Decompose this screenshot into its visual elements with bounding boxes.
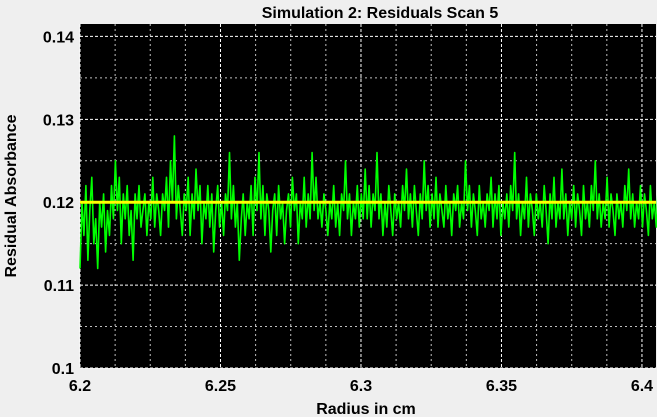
x-axis-title: Radius in cm — [316, 401, 416, 417]
y-tick-label: 0.12 — [43, 195, 74, 212]
x-tick-label: 6.2 — [69, 378, 91, 395]
x-tick-label: 6.3 — [350, 378, 372, 395]
x-tick-label: 6.4 — [631, 378, 653, 395]
y-axis-title: Residual Absorbance — [3, 114, 20, 277]
y-tick-label: 0.14 — [43, 29, 74, 46]
residuals-series-line — [79, 135, 657, 270]
x-tick-label: 6.25 — [205, 378, 236, 395]
series-layer — [79, 135, 657, 270]
y-tick-label: 0.1 — [52, 361, 74, 378]
y-tick-label: 0.13 — [43, 112, 74, 129]
tick-labels: 6.2 6.25 6.3 6.35 6.4 0.1 0.11 0.12 0.13 0.14 — [43, 29, 653, 395]
grid — [79, 24, 656, 369]
chart-title: Simulation 2: Residuals Scan 5 — [262, 5, 499, 22]
x-tick-label: 6.35 — [486, 378, 517, 395]
y-tick-label: 0.11 — [44, 278, 74, 295]
